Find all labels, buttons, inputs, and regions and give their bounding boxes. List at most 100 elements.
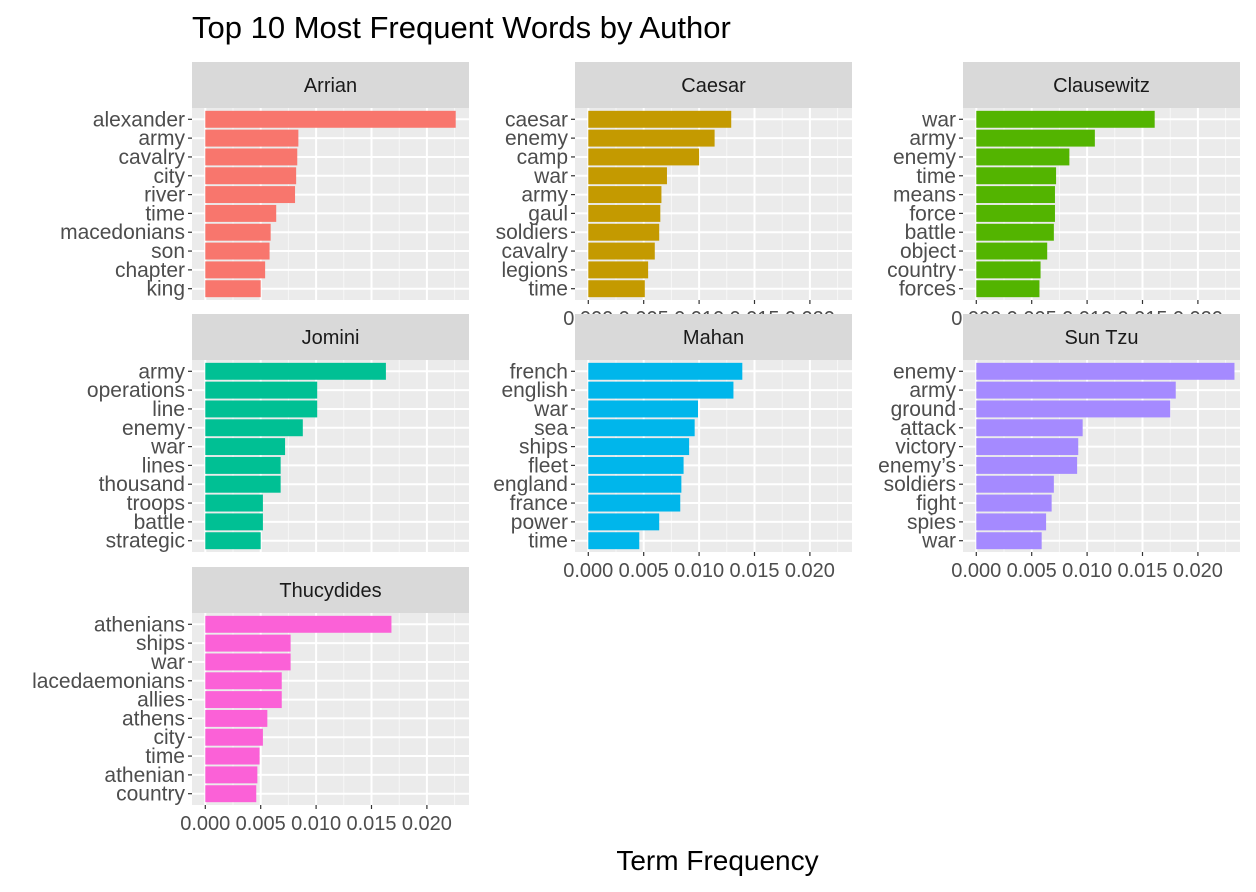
bar-thucydides-3 (205, 653, 291, 671)
y-tick-label: city (154, 726, 186, 749)
strip-label-clausewitz: Clausewitz (1053, 75, 1150, 97)
bar-jomini-1 (205, 362, 386, 380)
y-tick-label: france (510, 492, 568, 515)
y-tick-label: country (887, 259, 956, 282)
y-tick-label: ships (136, 632, 185, 655)
y-tick-label: object (900, 240, 956, 263)
bar-mahan-6 (588, 456, 684, 474)
y-tick-label: caesar (505, 108, 568, 131)
bar-mahan-2 (588, 381, 734, 399)
y-tick-label: time (528, 530, 568, 553)
y-tick-label: allies (137, 689, 185, 712)
bar-jomini-10 (205, 532, 261, 550)
bar-sun-tzu-7 (976, 475, 1054, 493)
y-tick-label: enemy (505, 127, 569, 150)
bar-caesar-8 (588, 242, 655, 260)
bar-clausewitz-4 (976, 167, 1057, 185)
bar-clausewitz-10 (976, 280, 1040, 298)
y-tick-label: enemy (893, 146, 957, 169)
bar-sun-tzu-6 (976, 456, 1078, 474)
x-tick-label: 0.015 (729, 560, 779, 582)
y-tick-label: war (533, 165, 568, 188)
strip-label-thucydides: Thucydides (279, 580, 381, 602)
bar-caesar-5 (588, 186, 662, 204)
y-tick-label: sea (534, 417, 568, 440)
x-tick-label: 0.015 (346, 813, 396, 835)
y-tick-label: time (145, 202, 185, 225)
bar-jomini-6 (205, 456, 281, 474)
y-tick-label: cavalry (501, 240, 568, 263)
y-tick-label: lines (142, 454, 185, 477)
y-tick-label: war (921, 530, 956, 553)
x-tick-label: 0.005 (236, 813, 286, 835)
bar-clausewitz-6 (976, 204, 1055, 222)
strip-mahan (575, 314, 852, 360)
y-tick-label: chapter (115, 259, 185, 282)
bar-mahan-5 (588, 438, 690, 456)
y-tick-label: spies (907, 511, 956, 534)
bar-mahan-1 (588, 362, 743, 380)
bar-thucydides-5 (205, 691, 282, 709)
bar-arrian-1 (205, 110, 456, 128)
y-tick-label: cavalry (118, 146, 185, 169)
bar-clausewitz-1 (976, 110, 1155, 128)
strip-label-jomini: Jomini (302, 327, 360, 349)
x-tick-label: 0.005 (1007, 560, 1057, 582)
bar-clausewitz-2 (976, 129, 1095, 147)
bar-jomini-2 (205, 381, 318, 399)
y-tick-label: force (909, 202, 956, 225)
strip-label-caesar: Caesar (681, 75, 746, 97)
x-tick-label: 0.010 (1062, 560, 1112, 582)
y-tick-label: country (116, 783, 185, 806)
y-tick-label: time (528, 278, 568, 301)
y-tick-label: time (916, 165, 956, 188)
y-tick-label: soldiers (884, 473, 956, 496)
bar-sun-tzu-3 (976, 400, 1171, 418)
bar-caesar-4 (588, 167, 667, 185)
strip-arrian (192, 62, 469, 108)
y-tick-label: battle (905, 221, 956, 244)
strip-clausewitz (963, 62, 1240, 108)
y-tick-label: line (152, 398, 185, 421)
bar-mahan-7 (588, 475, 682, 493)
strip-label-sun-tzu: Sun Tzu (1064, 327, 1138, 349)
bar-jomini-4 (205, 419, 303, 437)
bar-thucydides-10 (205, 785, 257, 803)
bar-clausewitz-9 (976, 261, 1041, 279)
y-tick-label: alexander (93, 108, 185, 131)
y-tick-label: ground (891, 398, 956, 421)
bar-caesar-1 (588, 110, 732, 128)
bar-arrian-3 (205, 148, 298, 166)
x-tick-label: 0.020 (785, 560, 835, 582)
y-tick-label: war (921, 108, 956, 131)
bar-thucydides-9 (205, 766, 258, 784)
y-tick-label: legions (501, 259, 568, 282)
bar-sun-tzu-5 (976, 438, 1079, 456)
y-tick-label: english (501, 379, 568, 402)
x-tick-label: 0.000 (951, 560, 1001, 582)
bar-sun-tzu-4 (976, 419, 1083, 437)
y-tick-label: forces (899, 278, 956, 301)
bar-clausewitz-5 (976, 186, 1055, 204)
y-tick-label: gaul (528, 202, 568, 225)
y-tick-label: city (154, 165, 186, 188)
strip-thucydides (192, 567, 469, 613)
y-tick-label: battle (134, 511, 185, 534)
strip-label-mahan: Mahan (683, 327, 744, 349)
y-tick-label: attack (900, 417, 957, 440)
bar-arrian-10 (205, 280, 261, 298)
bar-arrian-5 (205, 186, 296, 204)
bar-clausewitz-7 (976, 223, 1054, 241)
y-tick-label: operations (87, 379, 185, 402)
y-tick-label: strategic (106, 530, 185, 553)
y-tick-label: victory (895, 436, 956, 459)
y-tick-label: army (138, 127, 185, 150)
x-axis-title: Term Frequency (616, 845, 819, 876)
bar-caesar-2 (588, 129, 715, 147)
y-tick-label: ships (519, 436, 568, 459)
bar-arrian-6 (205, 204, 277, 222)
y-tick-label: camp (517, 146, 568, 169)
bar-caesar-10 (588, 280, 645, 298)
x-tick-label: 0.010 (674, 560, 724, 582)
